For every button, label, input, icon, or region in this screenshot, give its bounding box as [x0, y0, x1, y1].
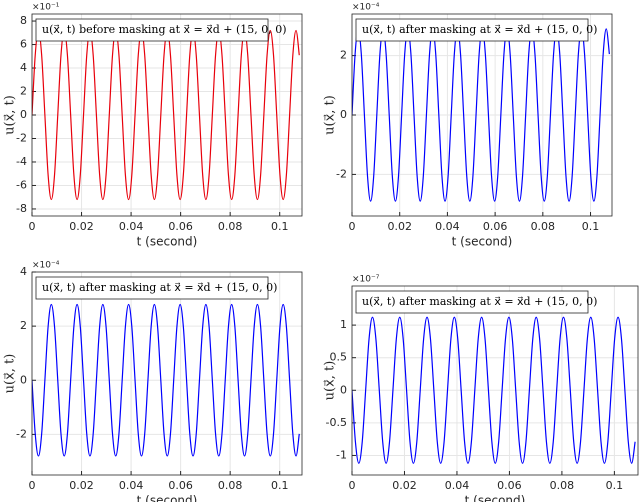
x-axis-label: t (second)	[452, 235, 513, 249]
y-tick-label: -8	[16, 202, 27, 215]
title-box	[355, 18, 589, 42]
x-tick-label: 0.02	[392, 479, 417, 492]
title-box	[35, 18, 269, 42]
x-tick-label: 0.06	[483, 220, 508, 233]
y-tick-label: -6	[16, 178, 27, 191]
x-tick-label: 0.04	[119, 479, 144, 492]
axes-box	[351, 285, 639, 476]
x-axis-label: t (second)	[137, 494, 198, 502]
x-axis-label: t (second)	[465, 494, 526, 502]
x-tick-label: 0.02	[69, 479, 94, 492]
y-tick-label: -2	[336, 167, 347, 180]
x-tick-label: 0.04	[435, 220, 460, 233]
y-tick-label: -4	[16, 155, 27, 168]
y-tick-label: 0	[340, 383, 347, 396]
axes-box	[31, 271, 303, 476]
x-tick-label: 0.06	[168, 220, 193, 233]
signal-line	[352, 316, 636, 464]
y-tick-label: -2	[16, 131, 27, 144]
y-tick-label: 8	[20, 14, 27, 27]
y-tick-label: 0	[340, 108, 347, 121]
axes-box	[351, 13, 613, 217]
y-tick-label: 6	[20, 38, 27, 51]
y-axis-label: u(x⃗, t)	[3, 354, 18, 394]
x-tick-label: 0.08	[218, 479, 243, 492]
x-tick-label: 0.06	[168, 479, 193, 492]
x-tick-label: 0.04	[445, 479, 470, 492]
x-tick-label: 0.08	[550, 479, 575, 492]
y-tick-label: 4	[20, 265, 27, 278]
x-tick-label: 0.1	[271, 220, 289, 233]
y-tick-label: 2	[20, 85, 27, 98]
x-axis-label: t (second)	[137, 235, 198, 249]
y-tick-label: 4	[20, 61, 27, 74]
x-tick-label: 0.02	[387, 220, 412, 233]
plot-title: u(x⃗, t) after masking at x⃗ = x⃗d + (15…	[362, 23, 597, 36]
exponent: ×10⁻¹	[32, 3, 60, 13]
x-tick-label: 0.04	[119, 220, 144, 233]
y-tick-label: -1	[336, 448, 347, 461]
y-axis-label: u(x⃗, t)	[323, 95, 338, 135]
signal-line	[32, 303, 300, 457]
y-axis-label: u(x⃗, t)	[3, 95, 18, 135]
exponent: ×10⁻⁷	[352, 275, 380, 285]
axes-box	[31, 13, 303, 217]
y-axis-label: u(x⃗, t)	[323, 361, 338, 401]
exponent: ×10⁻⁴	[352, 3, 380, 13]
x-tick-label: 0	[29, 479, 36, 492]
x-tick-label: 0.02	[69, 220, 94, 233]
x-tick-label: 0.08	[531, 220, 556, 233]
x-tick-label: 0	[349, 479, 356, 492]
y-tick-label: 0	[20, 108, 27, 121]
plot-title: u(x⃗, t) after masking at x⃗ = x⃗d + (15…	[362, 295, 597, 308]
plot-title: u(x⃗, t) after masking at x⃗ = x⃗d + (15…	[42, 281, 277, 294]
y-tick-label: 1	[340, 318, 347, 331]
x-tick-label: 0	[349, 220, 356, 233]
plot-title: u(x⃗, t) before masking at x⃗ = x⃗d + (1…	[42, 23, 287, 36]
title-box	[35, 276, 269, 300]
title-box	[355, 290, 589, 314]
y-tick-label: -2	[16, 427, 27, 440]
y-tick-label: 2	[340, 49, 347, 62]
y-tick-label: -0.5	[326, 416, 347, 429]
x-tick-label: 0.1	[271, 479, 289, 492]
x-tick-label: 0.1	[606, 479, 624, 492]
y-tick-label: 0	[20, 373, 27, 386]
x-tick-label: 0.08	[218, 220, 243, 233]
x-tick-label: 0.06	[497, 479, 522, 492]
x-tick-label: 0.1	[582, 220, 600, 233]
exponent: ×10⁻⁴	[32, 261, 60, 271]
x-tick-label: 0	[29, 220, 36, 233]
y-tick-label: 0.5	[330, 351, 348, 364]
y-tick-label: 2	[20, 319, 27, 332]
